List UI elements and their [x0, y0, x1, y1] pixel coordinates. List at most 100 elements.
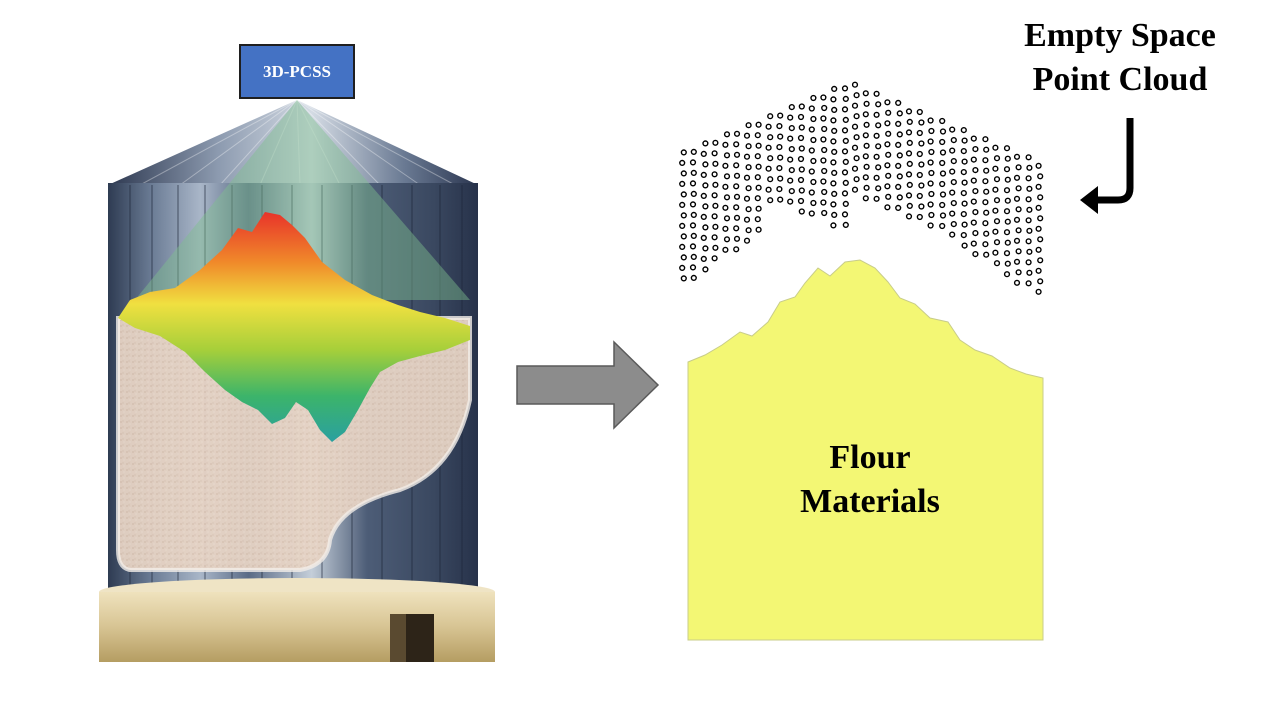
point-cloud-point [1003, 208, 1011, 215]
point-cloud-point [743, 216, 751, 223]
point-cloud-point [1013, 237, 1021, 244]
point-cloud-point [1003, 187, 1011, 194]
point-cloud-point [992, 144, 999, 151]
point-cloud-point [1004, 218, 1011, 225]
point-cloud-point [1004, 260, 1011, 267]
point-cloud-point [992, 165, 999, 172]
point-cloud-point [830, 117, 837, 124]
point-cloud-point [905, 129, 913, 136]
point-cloud-point [842, 158, 849, 166]
point-cloud-point [972, 188, 979, 195]
point-cloud-point [776, 186, 783, 193]
point-cloud-point [810, 94, 817, 102]
point-cloud-point [1025, 154, 1032, 161]
point-cloud-point [821, 209, 828, 217]
point-cloud-point [939, 138, 946, 146]
point-cloud-point [993, 218, 1001, 225]
point-cloud-point [853, 155, 860, 162]
point-cloud-point [798, 103, 805, 110]
point-cloud-point [722, 246, 729, 253]
point-cloud-point [950, 137, 957, 144]
point-cloud-point [905, 150, 913, 157]
point-cloud-point [960, 232, 967, 239]
point-cloud-point [884, 141, 891, 148]
point-cloud-point [851, 144, 859, 151]
point-cloud-point [810, 115, 817, 123]
point-cloud-point [918, 161, 925, 168]
point-cloud-point [1003, 166, 1011, 173]
point-cloud-point [927, 201, 934, 208]
point-cloud-point [712, 181, 719, 188]
point-cloud-point [723, 152, 731, 159]
point-cloud-point [873, 153, 880, 160]
point-cloud-point [939, 191, 947, 198]
point-cloud-point [950, 158, 957, 165]
point-cloud-point [982, 136, 989, 143]
point-cloud-point [788, 125, 795, 132]
point-cloud-point [690, 232, 697, 240]
point-cloud-point [1013, 216, 1021, 223]
point-cloud-point [776, 165, 783, 172]
point-cloud-point [743, 132, 751, 139]
point-cloud-point [733, 183, 740, 190]
point-cloud-point [918, 182, 925, 189]
point-cloud-point [787, 114, 794, 121]
point-cloud-point [679, 222, 686, 230]
point-cloud-point [820, 199, 827, 206]
point-cloud-point [788, 146, 795, 153]
point-cloud-point [679, 201, 686, 209]
point-cloud-point [711, 213, 718, 220]
point-cloud-point [820, 115, 827, 122]
point-cloud-point [960, 190, 967, 197]
point-cloud-point [831, 211, 838, 219]
point-cloud-point [743, 237, 751, 244]
point-cloud-point [862, 195, 869, 202]
silo-base [99, 592, 495, 662]
point-cloud-point [992, 249, 999, 256]
point-cloud-point [723, 131, 731, 138]
point-cloud-point [743, 195, 751, 202]
point-cloud-point [960, 211, 967, 218]
point-cloud-point [1035, 204, 1042, 211]
point-cloud-point [680, 149, 687, 156]
point-cloud-point [862, 174, 869, 181]
point-cloud-point [1004, 155, 1011, 162]
point-cloud-point [906, 181, 913, 189]
point-cloud-point [680, 275, 687, 282]
point-cloud-point [679, 159, 686, 167]
point-cloud-point [808, 210, 815, 217]
point-cloud-point [862, 153, 869, 160]
point-cloud-point [884, 204, 891, 211]
point-cloud-point [743, 174, 751, 181]
point-cloud-point [873, 132, 880, 139]
point-cloud-point [960, 148, 967, 155]
point-cloud-point [939, 222, 946, 230]
point-cloud-point [745, 143, 752, 150]
point-cloud-point [700, 213, 707, 221]
point-cloud-point [983, 146, 990, 153]
point-cloud-point [895, 141, 902, 149]
point-cloud-point [1037, 194, 1044, 201]
point-cloud-point [754, 174, 761, 181]
point-cloud-point [896, 173, 903, 180]
point-cloud-point [842, 221, 849, 229]
point-cloud-point [1004, 197, 1011, 204]
point-cloud-point [873, 174, 880, 181]
point-cloud-point [765, 165, 772, 172]
point-cloud-point [765, 186, 772, 193]
point-cloud-point [755, 205, 762, 212]
point-cloud-point [862, 132, 869, 139]
point-cloud-point [690, 169, 697, 177]
point-cloud-point [960, 169, 967, 176]
point-cloud-point [733, 204, 740, 211]
point-cloud-point [690, 211, 697, 219]
point-cloud-point [982, 157, 989, 164]
point-cloud-point [884, 120, 891, 127]
point-cloud-point [1013, 279, 1021, 286]
point-cloud-point [808, 189, 815, 196]
point-cloud-point [906, 202, 913, 210]
point-cloud-point [970, 240, 977, 247]
point-cloud-point [1015, 164, 1022, 171]
point-cloud-point [700, 171, 707, 179]
point-cloud-point [970, 177, 977, 184]
